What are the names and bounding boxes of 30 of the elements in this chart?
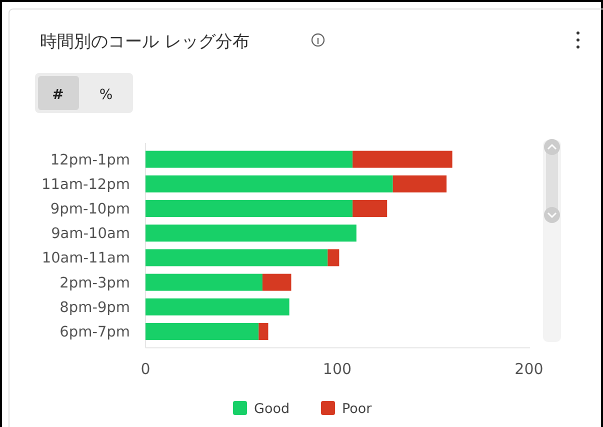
bar: [352, 200, 388, 217]
y-tick-label: 2pm-3pm: [60, 275, 130, 292]
bar: [262, 274, 292, 291]
x-tick-label: 200: [514, 360, 544, 378]
y-tick-label: 11am-12pm: [42, 176, 130, 193]
bar: [146, 249, 328, 266]
bar: [328, 249, 340, 266]
chart-title: 時間別のコール レッグ分布: [40, 32, 250, 52]
y-tick-label: 12pm-1pm: [50, 152, 130, 168]
bar: [146, 323, 259, 340]
y-tick-label: 10am-11am: [42, 250, 130, 267]
bar: [258, 323, 268, 340]
y-tick-label: 9pm-10pm: [50, 202, 130, 218]
y-tick-label: 8pm-9pm: [60, 300, 130, 316]
bar: [146, 298, 290, 316]
bar: [392, 175, 447, 192]
x-tick-label: 100: [322, 360, 352, 378]
x-tick-label: 0: [140, 360, 150, 378]
y-tick-label: 9am-10am: [51, 226, 130, 242]
bar: [146, 274, 262, 291]
bar: [146, 200, 353, 217]
bar: [352, 150, 452, 168]
y-tick-label: 6pm-7pm: [60, 324, 130, 340]
text: #: [52, 87, 64, 103]
bar: [146, 224, 356, 242]
legend-label: Poor: [342, 401, 372, 417]
legend-label: Good: [254, 401, 290, 417]
bar: [146, 175, 393, 192]
text: %: [99, 87, 113, 103]
bar: [146, 150, 353, 168]
